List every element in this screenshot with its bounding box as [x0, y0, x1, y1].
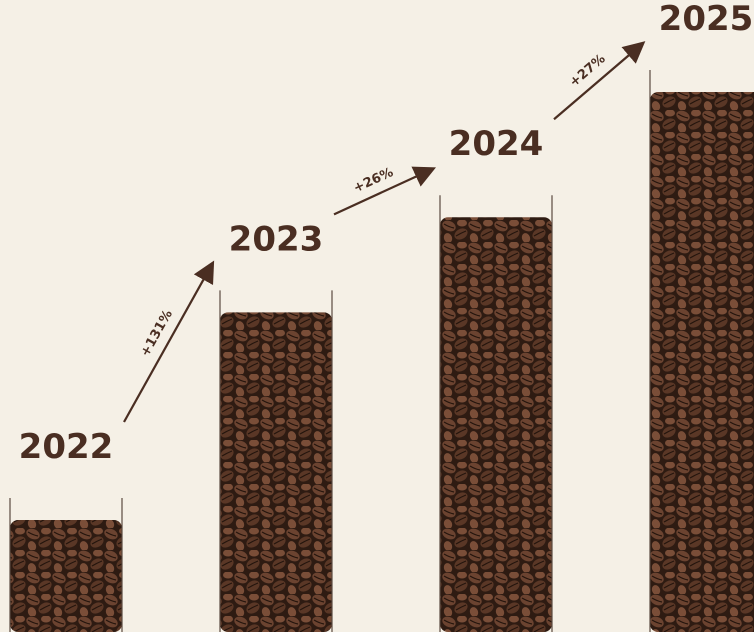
- growth-arrow: [333, 166, 436, 216]
- growth-arrow: [123, 260, 215, 423]
- bean-bar: [10, 520, 122, 632]
- bean-bar: [650, 92, 754, 632]
- year-label: 2022: [19, 427, 114, 467]
- bean-bar: [440, 217, 552, 632]
- bean-bar: [220, 312, 332, 632]
- growth-arrow: [553, 41, 646, 121]
- growth-label: +26%: [351, 165, 395, 196]
- growth-label: +131%: [138, 308, 176, 360]
- year-label: 2025: [659, 0, 754, 39]
- year-label: 2023: [229, 219, 324, 259]
- year-label: 2024: [449, 124, 544, 164]
- growth-label: +27%: [567, 52, 609, 91]
